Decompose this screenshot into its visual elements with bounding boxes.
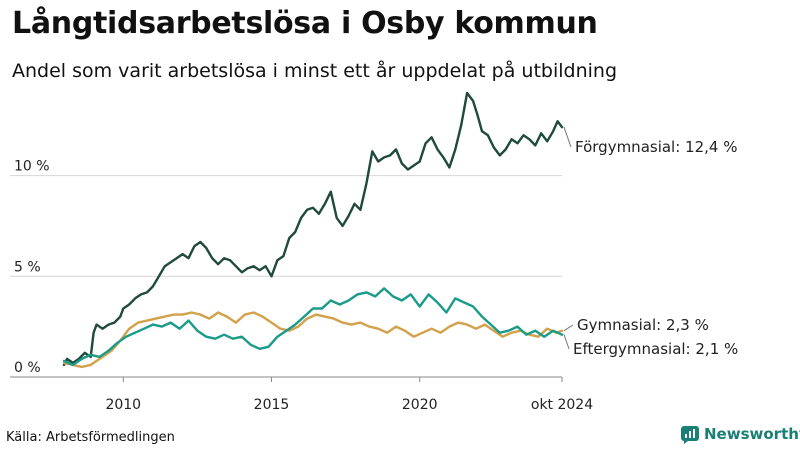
newsworthy-logo-icon: [681, 426, 699, 444]
x-tick-label: okt 2024: [531, 397, 593, 413]
x-axis-ticks: 2010 2015 2020 okt 2024: [105, 377, 593, 413]
label-connector-gymnasial: [563, 324, 574, 332]
series-line-eftergymnasial: [62, 287, 564, 367]
gridlines: [10, 175, 562, 378]
series-end-label-eftergymnasial: Eftergymnasial: 2,1 %: [573, 340, 738, 358]
series-end-labels: Förgymnasial: 12,4 % Gymnasial: 2,3 % Efte…: [563, 127, 738, 358]
series-end-label-gymnasial: Gymnasial: 2,3 %: [577, 316, 709, 334]
brand-name: Newsworthy: [704, 425, 800, 443]
brand-logo: Newsworthy: [680, 424, 800, 444]
label-connector-eftergymnasial: [563, 334, 570, 350]
y-axis-ticks: 0 % 5 % 10 %: [14, 159, 50, 376]
y-tick-label: 10 %: [14, 159, 50, 175]
chart-subtitle: Andel som varit arbetslösa i minst ett å…: [12, 60, 618, 82]
line-chart: 0 % 5 % 10 % 2010 2015 2020 okt 2024 Förgymna…: [10, 91, 738, 413]
y-tick-label: 5 %: [14, 259, 41, 275]
chart-title: Långtidsarbetslösa i Osby kommun: [12, 6, 598, 41]
series-lines: [62, 91, 564, 369]
y-tick-label: 0 %: [14, 360, 41, 376]
source-note: Källa: Arbetsförmedlingen: [6, 430, 175, 445]
x-tick-label: 2015: [254, 397, 290, 413]
label-connector-forgymnasial: [563, 127, 572, 148]
series-line-gymnasial: [62, 311, 564, 369]
series-line-forgymnasial: [62, 91, 564, 367]
x-tick-label: 2010: [105, 397, 141, 413]
x-tick-label: 2020: [402, 397, 438, 413]
series-end-label-forgymnasial: Förgymnasial: 12,4 %: [575, 138, 737, 156]
